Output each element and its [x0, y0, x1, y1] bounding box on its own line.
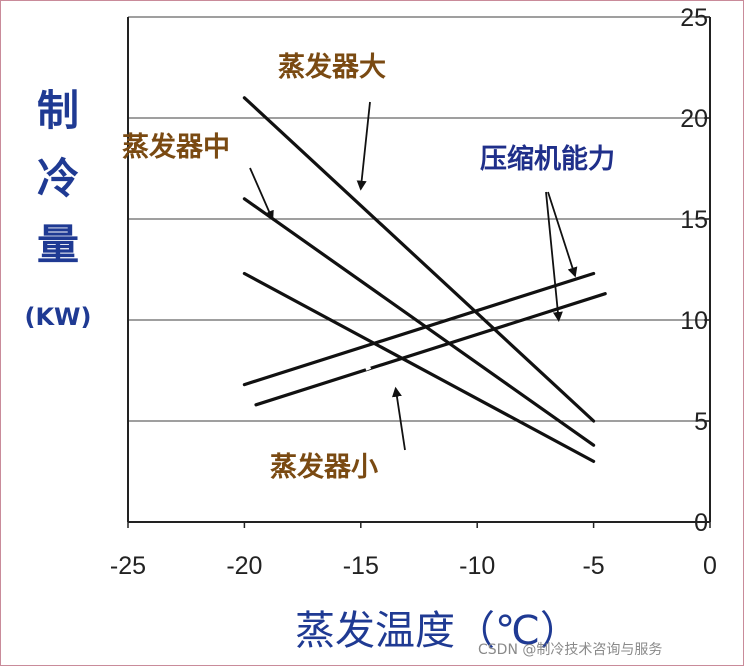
y-tick-label-0: 0 [694, 509, 708, 537]
y-tick-label-4: 20 [680, 105, 708, 133]
annotation-compressor-capacity: 压缩机能力 [480, 143, 615, 175]
x-tick-label-1: -20 [226, 552, 262, 580]
series-line-1 [242, 197, 596, 447]
annotation-arrow-0-0 [356, 101, 371, 191]
x-tick-label-4: -5 [582, 552, 604, 580]
annotation-evaporator-large: 蒸发器大 [278, 51, 386, 83]
annotation-evaporator-small: 蒸发器小 [270, 451, 378, 483]
series-line-4 [254, 292, 607, 407]
x-tick-label-3: -10 [459, 552, 495, 580]
y-axis-label-char-3: 量 [37, 220, 79, 269]
x-axis-label: 蒸发温度（℃） [295, 608, 580, 654]
x-tick-label-5: 0 [703, 552, 717, 580]
y-tick-label-1: 5 [694, 408, 708, 436]
series-line-2 [242, 271, 596, 463]
series-line-0 [242, 96, 596, 423]
annotation-arrow-3-0 [547, 191, 578, 278]
line-break-gap [364, 364, 372, 371]
y-tick-label-5: 25 [680, 4, 708, 32]
y-axis-label-char-2: 冷 [37, 154, 79, 203]
x-tick-label-0: -25 [110, 552, 146, 580]
y-tick-label-2: 10 [680, 307, 708, 335]
annotation-arrow-1-0 [249, 167, 274, 221]
y-axis-label-char-1: 制 [37, 86, 79, 135]
watermark: CSDN @制冷技术咨询与服务 [478, 642, 662, 658]
annotation-arrow-3-1 [545, 191, 563, 322]
y-axis-unit: (KW) [24, 303, 91, 331]
x-tick-label-2: -15 [343, 552, 379, 580]
series-line-3 [242, 271, 596, 387]
annotation-evaporator-medium: 蒸发器中 [122, 131, 230, 163]
y-tick-label-3: 15 [680, 206, 708, 234]
annotation-arrow-2-0 [391, 386, 406, 451]
